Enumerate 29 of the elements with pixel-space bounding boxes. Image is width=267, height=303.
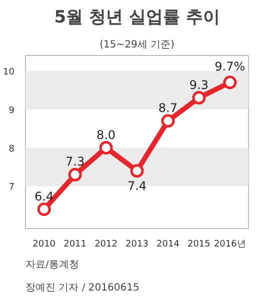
data-label: 9.3 <box>189 78 208 92</box>
x-tick-label: 2012 <box>94 240 118 250</box>
chart-subtitle: (15~29세 기준) <box>100 40 175 50</box>
point <box>161 114 175 128</box>
data-label: 7.3 <box>66 154 85 169</box>
y-tick-label: 7 <box>8 182 15 193</box>
text: 장예진 기자 / 20160615 <box>26 282 140 294</box>
x-tick-label: 2010 <box>32 240 56 250</box>
data-label: 8.7 <box>158 100 178 115</box>
y-tick-label: 9 <box>8 106 15 116</box>
chart-title: 5월 청년 실업률 추이 <box>54 8 220 28</box>
data-label: 6.4 <box>34 189 54 204</box>
x-tick-label: 2015 <box>187 240 210 250</box>
point <box>68 168 82 182</box>
point <box>223 76 237 90</box>
x-tick-label: 2016년 <box>214 240 246 250</box>
x-tick-label: 2013 <box>126 240 148 250</box>
point <box>99 141 113 155</box>
x-tick-label: 2014 <box>156 240 180 250</box>
y-tick-label: 10 <box>3 67 15 78</box>
x-tick-label: 2011 <box>64 240 87 250</box>
text: 자료/통계청 <box>26 260 79 270</box>
data-label: 8.0 <box>96 128 116 142</box>
point <box>192 91 206 105</box>
point <box>37 202 51 216</box>
point <box>130 164 144 178</box>
data-label: 7.4 <box>127 178 147 193</box>
data-label: 9.7% <box>214 59 246 74</box>
y-tick-label: 8 <box>8 144 15 154</box>
